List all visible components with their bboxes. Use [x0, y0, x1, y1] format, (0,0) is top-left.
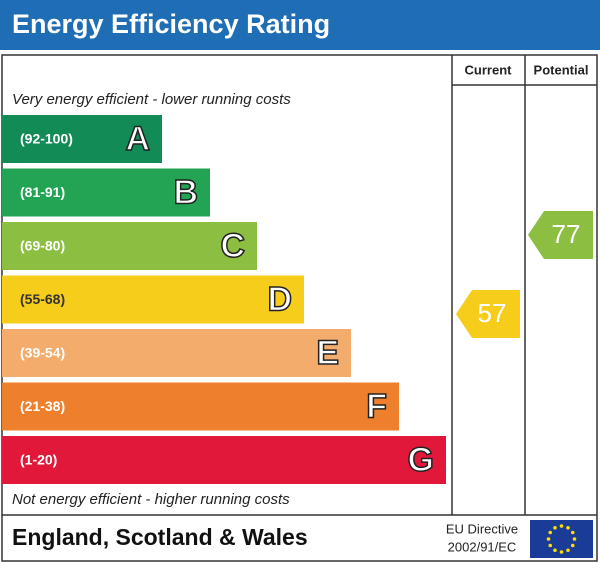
- band-letter: F: [366, 387, 387, 425]
- band-range: (1-20): [20, 452, 57, 468]
- current-rating: 57: [478, 298, 507, 328]
- band-letter: A: [125, 120, 150, 158]
- eu-star: [559, 524, 564, 528]
- eu-star: [572, 537, 577, 541]
- eu-star: [553, 548, 557, 553]
- eu-star: [548, 543, 553, 548]
- eu-star: [566, 525, 570, 530]
- band: [2, 329, 351, 377]
- band-letter: G: [408, 441, 434, 479]
- band-letter: D: [267, 280, 292, 318]
- band-range: (39-54): [20, 345, 65, 361]
- band-letter: C: [220, 227, 245, 265]
- directive: EU Directive: [446, 521, 518, 536]
- region: England, Scotland & Wales: [12, 524, 308, 550]
- band: [2, 222, 257, 270]
- band-range: (92-100): [20, 131, 73, 147]
- eu-stars: [546, 524, 577, 554]
- band-range: (81-91): [20, 184, 65, 200]
- potential-arrow: [528, 211, 593, 259]
- directive: 2002/91/EC: [448, 539, 517, 554]
- eu-star: [546, 537, 551, 541]
- band: [2, 275, 304, 324]
- eu-star: [570, 543, 575, 548]
- column-header: Current: [465, 62, 513, 77]
- current-arrow: [456, 290, 520, 338]
- eu-star: [553, 525, 557, 530]
- title-bar: [0, 0, 600, 50]
- eu-star: [570, 530, 575, 535]
- band: [2, 115, 162, 163]
- eu-star: [566, 548, 570, 553]
- eu-star: [559, 550, 564, 554]
- column-header: Potential: [534, 62, 589, 77]
- eu-star: [548, 530, 553, 535]
- title: Energy Efficiency Rating: [12, 9, 330, 39]
- band-letter: E: [316, 334, 339, 372]
- band: [2, 382, 399, 431]
- bands: (92-100) A (81-91) B (69-80) C (55-68) D (39-54)…: [2, 115, 446, 484]
- bottom-note: Not energy efficient - higher running co…: [12, 491, 290, 508]
- potential-rating: 77: [552, 219, 581, 249]
- top-note: Very energy efficient - lower running co…: [12, 91, 291, 108]
- band-range: (21-38): [20, 398, 65, 414]
- band-range: (55-68): [20, 291, 65, 307]
- band: [2, 436, 446, 484]
- band-range: (69-80): [20, 238, 65, 254]
- band: [2, 168, 210, 217]
- band-letter: B: [173, 173, 198, 211]
